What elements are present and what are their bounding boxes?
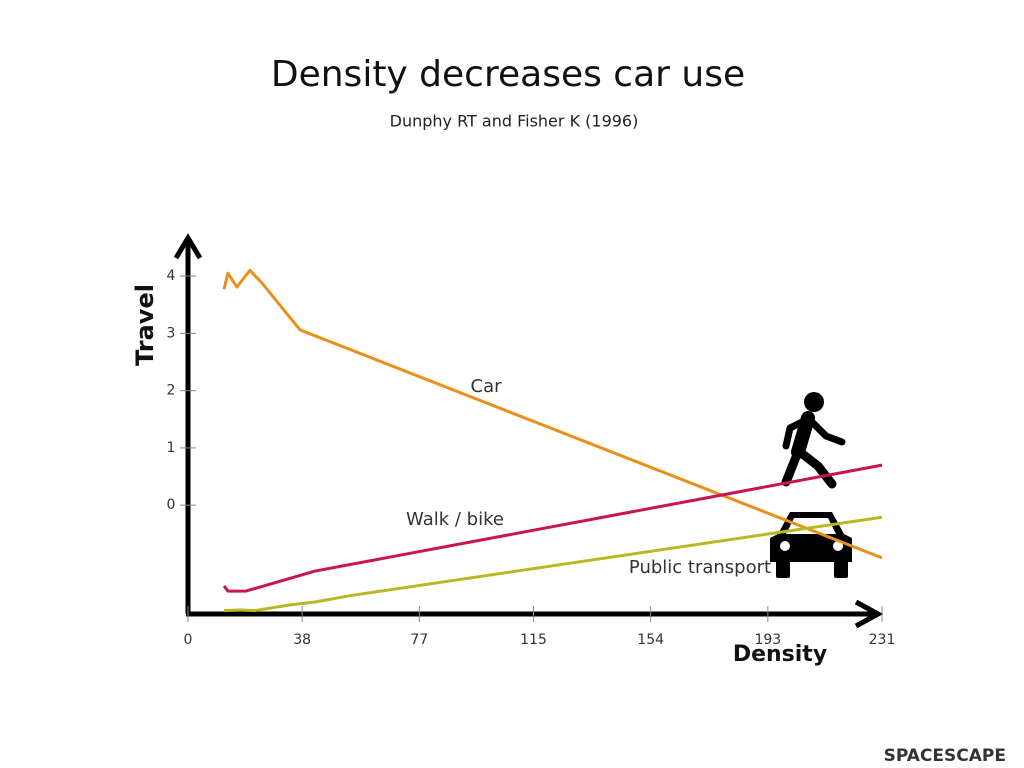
series-label: Car — [471, 376, 503, 397]
x-arrow — [854, 599, 884, 629]
x-tick-label: 115 — [520, 632, 547, 648]
x-tick-label: 0 — [184, 632, 193, 648]
x-tick-label: 154 — [637, 632, 664, 648]
chart-title: Density decreases car use — [271, 54, 745, 95]
y-tick-label: 4 — [167, 268, 176, 284]
x-tick-label: 77 — [410, 632, 428, 648]
series-label: Public transport — [629, 557, 771, 578]
car-icon — [770, 512, 852, 578]
series-line — [223, 515, 883, 613]
x-tick-label: 231 — [869, 632, 896, 648]
axes — [173, 233, 884, 629]
y-tick-label: 1 — [167, 440, 176, 456]
chart-subtitle: Dunphy RT and Fisher K (1996) — [390, 112, 639, 131]
series-label: Walk / bike — [406, 509, 504, 530]
series-line — [222, 268, 883, 560]
x-tick-label: 193 — [754, 632, 781, 648]
y-tick-label: 0 — [167, 497, 176, 513]
logo: SPACESCAPE — [884, 746, 1006, 766]
walker-icon — [781, 392, 846, 489]
y-axis-label: Travel — [131, 284, 159, 366]
x-tick-label: 38 — [293, 632, 311, 648]
y-tick-label: 3 — [167, 325, 176, 341]
x-axis-label: Density — [733, 642, 827, 667]
series-line — [222, 463, 883, 593]
y-tick-label: 2 — [167, 383, 176, 399]
y-arrow — [173, 233, 203, 260]
